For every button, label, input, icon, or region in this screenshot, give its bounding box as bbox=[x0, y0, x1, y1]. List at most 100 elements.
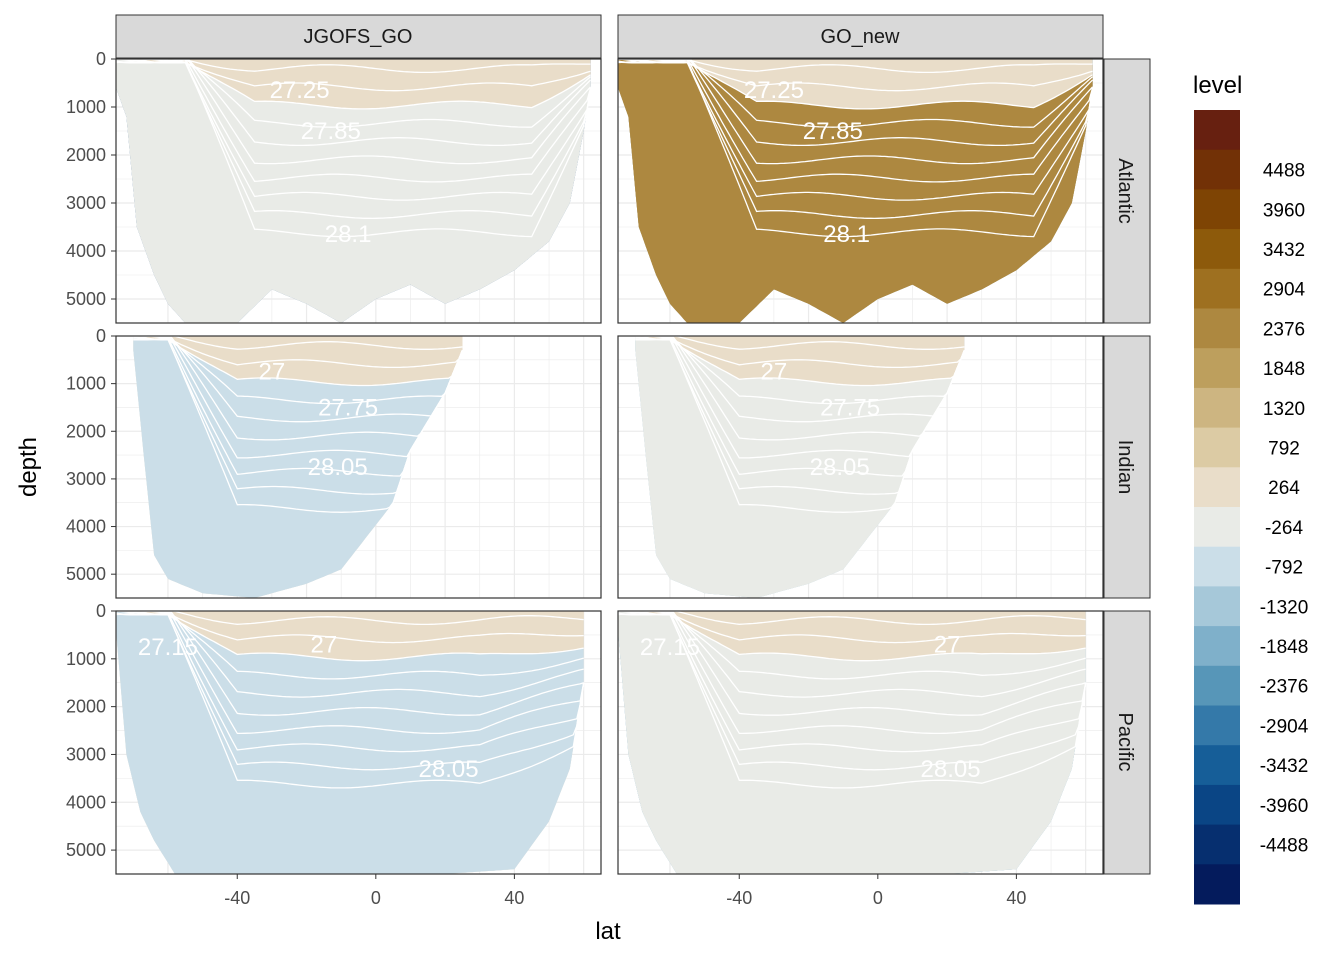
legend-label: -264 bbox=[1265, 518, 1303, 539]
y-tick-label: 4000 bbox=[66, 792, 106, 812]
legend-swatch bbox=[1194, 864, 1240, 905]
level-band bbox=[133, 336, 463, 386]
x-axis-title: lat bbox=[595, 918, 621, 945]
level-band bbox=[133, 336, 463, 598]
density-contour bbox=[618, 611, 1086, 662]
x-tick-label: 40 bbox=[1006, 888, 1026, 908]
contour-label: 27.85 bbox=[803, 118, 863, 145]
legend-swatch bbox=[1194, 546, 1240, 587]
density-contour bbox=[116, 611, 584, 662]
legend-swatch bbox=[1194, 626, 1240, 667]
level-band bbox=[116, 59, 591, 109]
y-tick-label: 2000 bbox=[66, 421, 106, 441]
legend-swatch bbox=[1194, 824, 1240, 865]
level-band bbox=[635, 336, 965, 386]
density-contour bbox=[618, 611, 1087, 771]
legend-swatch bbox=[1194, 110, 1240, 151]
contour-label: 27.75 bbox=[820, 394, 880, 421]
contour-label: 27 bbox=[311, 631, 338, 658]
x-tick-label: 0 bbox=[371, 888, 381, 908]
level-band bbox=[116, 611, 584, 874]
density-contour bbox=[116, 59, 592, 238]
panel-atlantic-go-new: 27.25 27.85 28.1 bbox=[618, 59, 1103, 323]
density-contour bbox=[618, 611, 1087, 753]
density-contour bbox=[618, 612, 1087, 789]
x-tick-label: -40 bbox=[726, 888, 752, 908]
legend-label: 792 bbox=[1268, 439, 1300, 460]
legend-swatch bbox=[1194, 745, 1240, 786]
legend-label: -2904 bbox=[1260, 716, 1309, 737]
axes: 0100020003000400050000100020003000400050… bbox=[66, 49, 1026, 908]
panel-pacific-go-new: 27.15 27 28.05 bbox=[618, 611, 1103, 874]
density-contour bbox=[133, 337, 464, 387]
row-strip-pacific: Pacific bbox=[1103, 610, 1151, 875]
legend-label: -792 bbox=[1265, 558, 1303, 579]
column-strip-label: GO_new bbox=[821, 26, 900, 48]
density-contour bbox=[133, 338, 464, 513]
y-tick-label: 2000 bbox=[66, 145, 106, 165]
density-contour bbox=[618, 611, 1087, 735]
legend-label: 4488 bbox=[1263, 161, 1305, 182]
panel-border bbox=[115, 610, 602, 875]
y-tick-label: 1000 bbox=[66, 374, 106, 394]
density-contour bbox=[133, 336, 464, 369]
contour-label: 28.1 bbox=[823, 221, 870, 248]
legend-title: level bbox=[1193, 72, 1242, 99]
density-contour bbox=[618, 612, 1086, 680]
x-tick-label: -40 bbox=[224, 888, 250, 908]
legend-label: 264 bbox=[1268, 478, 1300, 499]
density-contour bbox=[618, 59, 1094, 238]
density-contour bbox=[116, 611, 584, 698]
contour-label: 27 bbox=[259, 359, 286, 386]
density-contour bbox=[618, 611, 1086, 644]
legend-swatch bbox=[1194, 387, 1240, 429]
row-strip-label: Pacific bbox=[1114, 713, 1136, 772]
density-contour bbox=[116, 611, 584, 644]
x-tick-label: 0 bbox=[873, 888, 883, 908]
density-contour bbox=[133, 336, 464, 441]
legend-swatch bbox=[1194, 507, 1240, 548]
row-strip-atlantic: Atlantic bbox=[1103, 58, 1151, 324]
legend-label: -4488 bbox=[1260, 836, 1309, 857]
y-tick-label: 5000 bbox=[66, 564, 106, 584]
column-strip-label: JGOFS_GO bbox=[304, 26, 413, 48]
legend-swatch bbox=[1194, 705, 1240, 746]
density-contour bbox=[116, 59, 591, 74]
y-tick-label: 0 bbox=[96, 601, 106, 621]
panels: 27.25 27.85 28.1 27.25 27.85 28.1 27 27.75 28.05… bbox=[115, 58, 1104, 875]
row-strip-label: Indian bbox=[1114, 440, 1136, 495]
legend-label: 1848 bbox=[1263, 359, 1305, 380]
y-tick-label: 4000 bbox=[66, 241, 106, 261]
legend-label: 3960 bbox=[1263, 200, 1305, 221]
contour-label: 28.05 bbox=[921, 756, 981, 783]
density-contour bbox=[116, 611, 584, 716]
y-tick-label: 3000 bbox=[66, 469, 106, 489]
panel-indian-go-new: 27 27.75 28.05 bbox=[618, 336, 1103, 598]
level-band bbox=[618, 59, 1093, 323]
row-strip-label: Atlantic bbox=[1114, 158, 1136, 224]
panel-border bbox=[115, 335, 602, 599]
legend-swatch bbox=[1194, 308, 1240, 349]
contour-label: 27.25 bbox=[270, 77, 330, 104]
density-contour bbox=[133, 336, 464, 459]
panel-border bbox=[617, 335, 1104, 599]
contour-label: 27.15 bbox=[138, 634, 198, 661]
legend-swatch bbox=[1194, 665, 1240, 706]
legend-swatch bbox=[1194, 149, 1240, 190]
legend-label: 3432 bbox=[1263, 240, 1305, 261]
contour-label: 27.85 bbox=[301, 118, 361, 145]
level-band bbox=[618, 59, 1093, 109]
contour-label: 27 bbox=[934, 631, 961, 658]
y-tick-label: 0 bbox=[96, 326, 106, 346]
panel-border bbox=[115, 58, 602, 324]
density-contour bbox=[618, 59, 1094, 165]
panel-atlantic-jgofs: 27.25 27.85 28.1 bbox=[116, 59, 601, 323]
density-contour bbox=[133, 336, 464, 423]
density-contour bbox=[618, 611, 1086, 698]
y-tick-label: 1000 bbox=[66, 649, 106, 669]
contour-label: 27.15 bbox=[640, 634, 700, 661]
density-contour bbox=[635, 336, 965, 350]
contour-label: 28.05 bbox=[810, 454, 870, 481]
density-contour bbox=[635, 336, 966, 423]
